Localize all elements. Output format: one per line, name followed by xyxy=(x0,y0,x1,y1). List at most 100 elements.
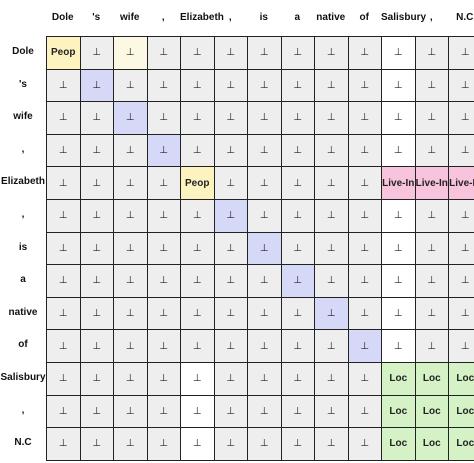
matrix-cell: ⊥ xyxy=(113,427,148,461)
matrix-cell: ⊥ xyxy=(180,231,215,266)
matrix-cell: ⊥ xyxy=(79,296,114,331)
matrix-cell: ⊥ xyxy=(46,231,81,266)
matrix-cell: ⊥ xyxy=(448,329,474,363)
matrix-cell: ⊥ xyxy=(448,101,474,135)
matrix-cell: ⊥ xyxy=(180,101,215,135)
matrix-cell: ⊥ xyxy=(414,36,449,70)
matrix-cell: ⊥ xyxy=(213,166,248,200)
row-header: , xyxy=(21,404,25,416)
column-header: 's xyxy=(92,12,101,23)
matrix-cell: ⊥ xyxy=(280,166,315,200)
matrix-cell: ⊥ xyxy=(113,394,148,429)
matrix-cell: ⊥ xyxy=(280,394,315,429)
matrix-cell: ⊥ xyxy=(79,231,114,266)
matrix-cell: ⊥ xyxy=(180,362,215,396)
matrix-cell: ⊥ xyxy=(448,231,474,266)
matrix-cell: ⊥ xyxy=(247,362,282,396)
row-header: , xyxy=(21,143,25,155)
row-header: Salisbury xyxy=(0,372,46,383)
column-header: , xyxy=(161,12,165,23)
matrix-cell: ⊥ xyxy=(347,362,382,396)
row-header: N.C xyxy=(14,437,32,449)
matrix-cell: ⊥ xyxy=(314,166,349,200)
matrix-cell: Loc xyxy=(448,394,474,429)
matrix-cell: ⊥ xyxy=(46,68,81,103)
matrix-cell: ⊥ xyxy=(213,68,248,103)
matrix-cell: ⊥ xyxy=(146,133,181,168)
column-header: N.C xyxy=(456,12,474,23)
matrix-cell: ⊥ xyxy=(180,36,215,70)
matrix-cell: ⊥ xyxy=(347,329,382,363)
matrix-cell: ⊥ xyxy=(146,394,181,429)
matrix-cell: ⊥ xyxy=(46,264,81,298)
matrix-cell: ⊥ xyxy=(79,427,114,461)
matrix-cell: ⊥ xyxy=(113,329,148,363)
matrix-cell: ⊥ xyxy=(247,329,282,363)
matrix-cell: ⊥ xyxy=(280,199,315,233)
matrix-cell: ⊥ xyxy=(280,362,315,396)
matrix-cell: ⊥ xyxy=(46,101,81,135)
matrix-cell: ⊥ xyxy=(314,427,349,461)
matrix-cell: ⊥ xyxy=(146,264,181,298)
matrix-cell: ⊥ xyxy=(213,362,248,396)
matrix-cell: ⊥ xyxy=(314,36,349,70)
matrix-cell: Loc xyxy=(414,427,449,461)
matrix-cell: ⊥ xyxy=(347,133,382,168)
matrix-cell: ⊥ xyxy=(113,362,148,396)
matrix-cell: ⊥ xyxy=(381,68,416,103)
matrix-cell: ⊥ xyxy=(448,199,474,233)
matrix-cell: ⊥ xyxy=(180,427,215,461)
matrix-cell: Live-In xyxy=(381,166,416,200)
column-header: Salisbury xyxy=(381,12,427,23)
matrix-cell: ⊥ xyxy=(381,101,416,135)
matrix-cell: ⊥ xyxy=(347,296,382,331)
row-header: is xyxy=(18,241,28,253)
matrix-cell: ⊥ xyxy=(381,264,416,298)
column-header: Dole xyxy=(51,12,74,23)
matrix-cell: ⊥ xyxy=(347,427,382,461)
matrix-cell: Peop xyxy=(180,166,215,200)
column-header: is xyxy=(259,12,268,23)
matrix-cell: ⊥ xyxy=(146,231,181,266)
matrix-cell: ⊥ xyxy=(247,264,282,298)
matrix-cell: ⊥ xyxy=(314,329,349,363)
matrix-cell: ⊥ xyxy=(381,231,416,266)
matrix-cell: ⊥ xyxy=(414,101,449,135)
row-header: Elizabeth xyxy=(1,176,45,188)
matrix-cell: ⊥ xyxy=(113,264,148,298)
matrix-cell: ⊥ xyxy=(113,101,148,135)
matrix-cell: ⊥ xyxy=(146,36,181,70)
matrix-cell: ⊥ xyxy=(414,68,449,103)
matrix-cell: ⊥ xyxy=(314,68,349,103)
matrix-cell: ⊥ xyxy=(46,394,81,429)
matrix-cell: ⊥ xyxy=(46,329,81,363)
matrix-cell: ⊥ xyxy=(448,133,474,168)
matrix-cell: ⊥ xyxy=(146,362,181,396)
matrix-cell: ⊥ xyxy=(247,296,282,331)
matrix-cell: ⊥ xyxy=(213,133,248,168)
row-header: , xyxy=(21,209,25,220)
matrix-cell: ⊥ xyxy=(314,101,349,135)
matrix-cell: ⊥ xyxy=(347,199,382,233)
column-header: Elizabeth xyxy=(180,12,224,23)
matrix-cell: ⊥ xyxy=(180,296,215,331)
matrix-cell: ⊥ xyxy=(448,36,474,70)
matrix-cell: ⊥ xyxy=(113,199,148,233)
matrix-cell: Loc xyxy=(448,362,474,396)
matrix-cell: ⊥ xyxy=(347,264,382,298)
matrix-cell: ⊥ xyxy=(113,36,148,70)
matrix-cell: ⊥ xyxy=(247,101,282,135)
column-header: wife xyxy=(120,12,140,23)
matrix-cell: ⊥ xyxy=(280,68,315,103)
row-header: wife xyxy=(13,111,33,123)
matrix-cell: ⊥ xyxy=(280,296,315,331)
matrix-cell: ⊥ xyxy=(79,394,114,429)
matrix-cell: ⊥ xyxy=(213,296,248,331)
matrix-cell: ⊥ xyxy=(414,231,449,266)
matrix-cell: ⊥ xyxy=(280,231,315,266)
matrix-cell: ⊥ xyxy=(79,36,114,70)
matrix-cell: ⊥ xyxy=(414,296,449,331)
matrix-cell: ⊥ xyxy=(347,36,382,70)
matrix-cell: ⊥ xyxy=(314,362,349,396)
